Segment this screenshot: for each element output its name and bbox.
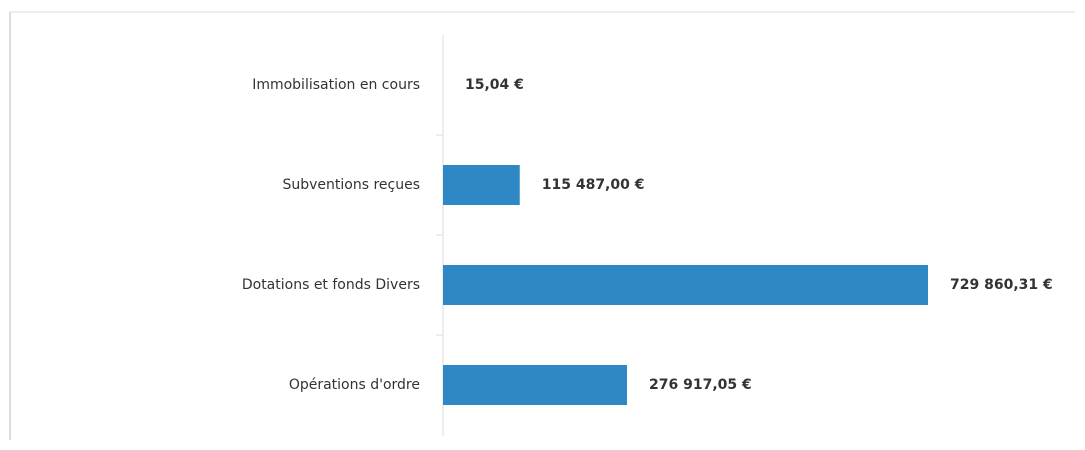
value-label: 729 860,31 €: [950, 277, 1053, 293]
value-label: 15,04 €: [465, 77, 524, 93]
value-label: 115 487,00 €: [542, 177, 645, 193]
category-label: Subventions reçues: [282, 177, 420, 193]
category-label: Opérations d'ordre: [289, 377, 420, 393]
value-label: 276 917,05 €: [649, 377, 752, 393]
category-label: Dotations et fonds Divers: [242, 277, 420, 293]
category-label: Immobilisation en cours: [252, 77, 420, 93]
bar: [443, 365, 628, 405]
bar: [443, 265, 928, 305]
bar: [443, 165, 520, 205]
